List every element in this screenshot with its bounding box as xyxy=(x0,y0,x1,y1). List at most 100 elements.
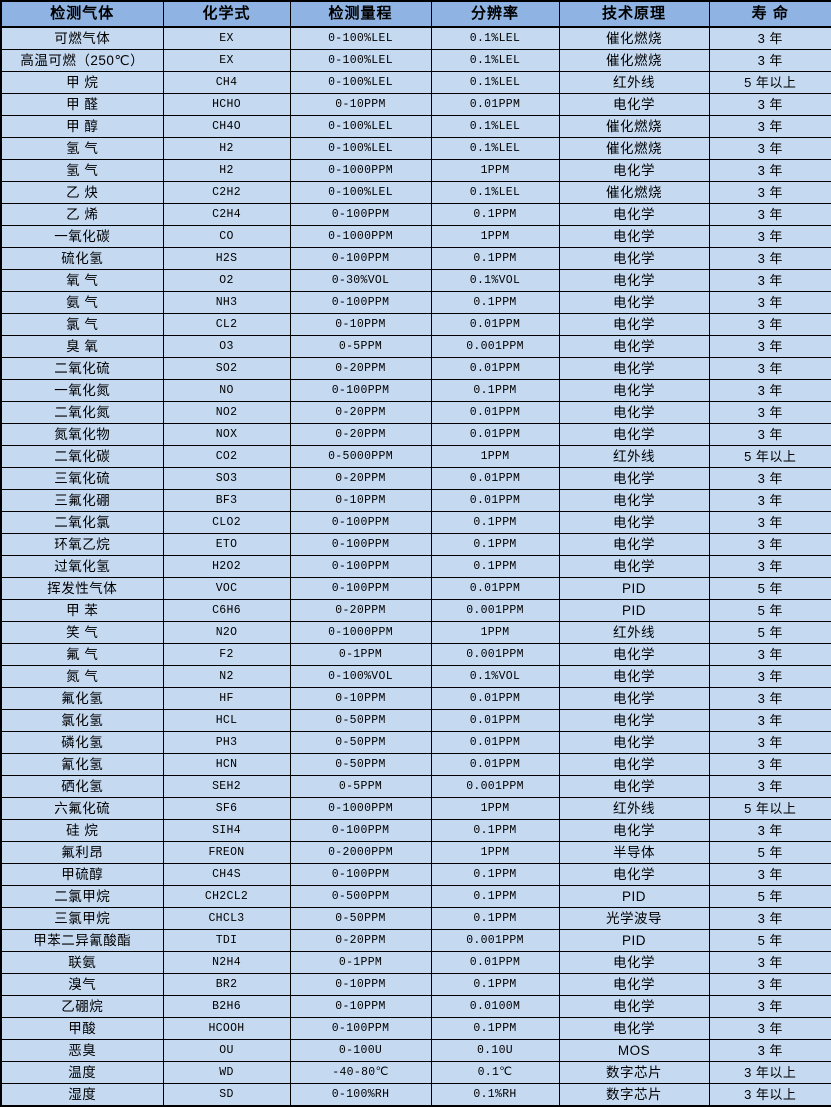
cell-formula: CLO2 xyxy=(162,511,291,534)
table-row: 甲 烷 CH4 0-100%LEL 0.1%LEL 红外线 5 年以上 xyxy=(0,71,831,94)
cell-principle: 数字芯片 xyxy=(558,1083,710,1107)
cell-range: 0-100%LEL xyxy=(289,181,432,204)
cell-resolution: 0.1PPM xyxy=(430,379,560,402)
cell-principle: 电化学 xyxy=(558,159,710,182)
cell-formula: SD xyxy=(162,1083,291,1107)
cell-formula: FREON xyxy=(162,841,291,864)
cell-resolution: 0.01PPM xyxy=(430,93,560,116)
cell-formula: PH3 xyxy=(162,731,291,754)
table-row: 氰化氢 HCN 0-50PPM 0.01PPM 电化学 3 年 xyxy=(0,753,831,776)
cell-resolution: 0.1PPM xyxy=(430,885,560,908)
cell-range: 0-1PPM xyxy=(289,643,432,666)
cell-life: 3 年 xyxy=(708,665,831,688)
cell-life: 5 年 xyxy=(708,885,831,908)
cell-life: 3 年 xyxy=(708,555,831,578)
table-row: 挥发性气体 VOC 0-100PPM 0.01PPM PID 5 年 xyxy=(0,577,831,600)
cell-range: 0-5PPM xyxy=(289,335,432,358)
cell-range: 0-10PPM xyxy=(289,687,432,710)
cell-resolution: 0.01PPM xyxy=(430,357,560,380)
cell-principle: 电化学 xyxy=(558,973,710,996)
table-row: 甲 苯 C6H6 0-20PPM 0.001PPM PID 5 年 xyxy=(0,599,831,622)
cell-gas: 湿度 xyxy=(0,1083,164,1107)
table-row: 三氯甲烷 CHCL3 0-50PPM 0.1PPM 光学波导 3 年 xyxy=(0,907,831,930)
cell-range: 0-100PPM xyxy=(289,511,432,534)
cell-gas: 甲酸 xyxy=(0,1017,164,1040)
cell-life: 3 年 xyxy=(708,93,831,116)
cell-range: 0-100PPM xyxy=(289,555,432,578)
cell-resolution: 0.01PPM xyxy=(430,753,560,776)
cell-principle: 电化学 xyxy=(558,291,710,314)
table-row: 氯 气 CL2 0-10PPM 0.01PPM 电化学 3 年 xyxy=(0,313,831,336)
cell-gas: 硅 烷 xyxy=(0,819,164,842)
cell-resolution: 1PPM xyxy=(430,841,560,864)
table-row: 氢 气 H2 0-100%LEL 0.1%LEL 催化燃烧 3 年 xyxy=(0,137,831,160)
table-row: 三氟化硼 BF3 0-10PPM 0.01PPM 电化学 3 年 xyxy=(0,489,831,512)
cell-formula: H2S xyxy=(162,247,291,270)
cell-gas: 一氧化碳 xyxy=(0,225,164,248)
cell-resolution: 0.01PPM xyxy=(430,687,560,710)
cell-gas: 三氯甲烷 xyxy=(0,907,164,930)
column-header-range: 检测量程 xyxy=(289,0,432,28)
cell-formula: CH4 xyxy=(162,71,291,94)
cell-resolution: 0.1℃ xyxy=(430,1061,560,1084)
cell-formula: CH4S xyxy=(162,863,291,886)
cell-formula: HF xyxy=(162,687,291,710)
cell-gas: 氟利昂 xyxy=(0,841,164,864)
cell-formula: HCOOH xyxy=(162,1017,291,1040)
cell-gas: 氟 气 xyxy=(0,643,164,666)
cell-principle: 电化学 xyxy=(558,863,710,886)
cell-formula: OU xyxy=(162,1039,291,1062)
cell-gas: 二氧化碳 xyxy=(0,445,164,468)
table-row: 氮氧化物 NOX 0-20PPM 0.01PPM 电化学 3 年 xyxy=(0,423,831,446)
cell-formula: BR2 xyxy=(162,973,291,996)
cell-range: 0-100%LEL xyxy=(289,115,432,138)
table-row: 六氟化硫 SF6 0-1000PPM 1PPM 红外线 5 年以上 xyxy=(0,797,831,820)
cell-principle: 电化学 xyxy=(558,753,710,776)
cell-resolution: 0.1PPM xyxy=(430,1017,560,1040)
cell-principle: 红外线 xyxy=(558,445,710,468)
cell-life: 3 年以上 xyxy=(708,1083,831,1107)
cell-gas: 氢 气 xyxy=(0,159,164,182)
cell-gas: 氮 气 xyxy=(0,665,164,688)
cell-life: 3 年 xyxy=(708,775,831,798)
column-header-principle: 技术原理 xyxy=(558,0,710,28)
cell-resolution: 0.1%LEL xyxy=(430,137,560,160)
cell-life: 3 年 xyxy=(708,907,831,930)
cell-formula: N2 xyxy=(162,665,291,688)
cell-range: 0-50PPM xyxy=(289,731,432,754)
cell-formula: B2H6 xyxy=(162,995,291,1018)
cell-resolution: 0.001PPM xyxy=(430,335,560,358)
cell-range: 0-20PPM xyxy=(289,467,432,490)
cell-life: 5 年以上 xyxy=(708,71,831,94)
cell-range: 0-100PPM xyxy=(289,819,432,842)
cell-formula: C6H6 xyxy=(162,599,291,622)
cell-range: 0-100%LEL xyxy=(289,49,432,72)
table-row: 三氧化硫 SO3 0-20PPM 0.01PPM 电化学 3 年 xyxy=(0,467,831,490)
cell-life: 3 年 xyxy=(708,313,831,336)
table-row: 氟 气 F2 0-1PPM 0.001PPM 电化学 3 年 xyxy=(0,643,831,666)
cell-gas: 甲 醛 xyxy=(0,93,164,116)
cell-resolution: 0.01PPM xyxy=(430,709,560,732)
cell-formula: CL2 xyxy=(162,313,291,336)
cell-principle: 电化学 xyxy=(558,247,710,270)
cell-resolution: 0.1PPM xyxy=(430,819,560,842)
cell-principle: 电化学 xyxy=(558,401,710,424)
table-row: 硅 烷 SIH4 0-100PPM 0.1PPM 电化学 3 年 xyxy=(0,819,831,842)
table-row: 可燃气体 EX 0-100%LEL 0.1%LEL 催化燃烧 3 年 xyxy=(0,26,831,50)
cell-formula: F2 xyxy=(162,643,291,666)
cell-life: 3 年 xyxy=(708,159,831,182)
cell-principle: 催化燃烧 xyxy=(558,115,710,138)
cell-range: 0-5000PPM xyxy=(289,445,432,468)
cell-gas: 三氟化硼 xyxy=(0,489,164,512)
cell-life: 3 年 xyxy=(708,753,831,776)
cell-range: 0-50PPM xyxy=(289,709,432,732)
cell-gas: 磷化氢 xyxy=(0,731,164,754)
cell-life: 3 年 xyxy=(708,137,831,160)
table-row: 氧 气 O2 0-30%VOL 0.1%VOL 电化学 3 年 xyxy=(0,269,831,292)
cell-resolution: 0.1%LEL xyxy=(430,26,560,50)
cell-life: 3 年 xyxy=(708,467,831,490)
cell-life: 3 年 xyxy=(708,709,831,732)
cell-gas: 联氨 xyxy=(0,951,164,974)
cell-principle: 电化学 xyxy=(558,511,710,534)
cell-principle: 电化学 xyxy=(558,269,710,292)
